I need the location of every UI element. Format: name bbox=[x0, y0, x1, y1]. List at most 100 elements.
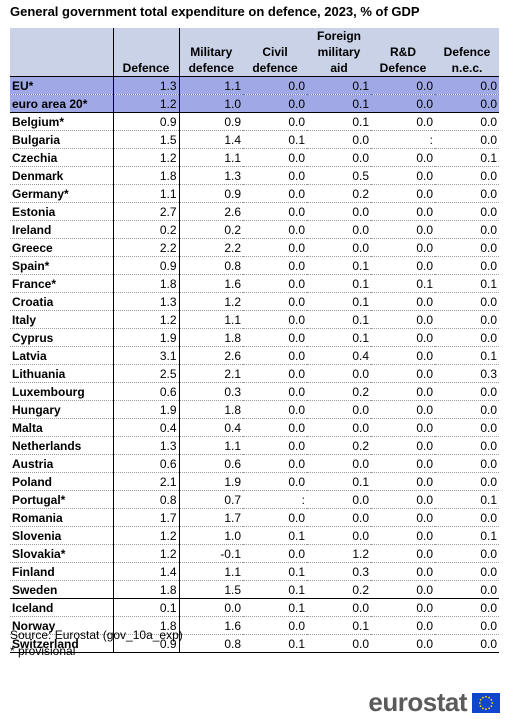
table-row: Estonia 2.7 2.6 0.0 0.0 0.0 0.0 bbox=[10, 202, 499, 221]
provisional-footnote: * provisional bbox=[10, 644, 76, 658]
table-row: Italy 1.2 1.1 0.0 0.1 0.0 0.0 bbox=[10, 310, 499, 329]
value-cell: 1.2 bbox=[113, 148, 180, 167]
country-label: Croatia bbox=[10, 292, 114, 311]
table-row: Slovenia 1.2 1.0 0.1 0.0 0.0 0.1 bbox=[10, 526, 499, 545]
value-cell: 0.0 bbox=[307, 400, 371, 419]
value-cell: 0.0 bbox=[243, 220, 307, 239]
table-row: euro area 20* 1.2 1.0 0.0 0.1 0.0 0.0 bbox=[10, 94, 499, 113]
column-header: Military defence bbox=[179, 28, 243, 77]
country-label: Portugal* bbox=[10, 490, 114, 509]
country-label: France* bbox=[10, 274, 114, 293]
value-cell: 0.0 bbox=[307, 508, 371, 527]
table-row: Croatia 1.3 1.2 0.0 0.1 0.0 0.0 bbox=[10, 292, 499, 311]
value-cell: 0.0 bbox=[435, 220, 499, 239]
value-cell: 0.8 bbox=[179, 256, 243, 275]
country-label: Germany* bbox=[10, 184, 114, 203]
value-cell: 1.7 bbox=[113, 508, 180, 527]
value-cell: 1.9 bbox=[179, 472, 243, 491]
table-row: Poland 2.1 1.9 0.0 0.1 0.0 0.0 bbox=[10, 472, 499, 491]
value-cell: 1.3 bbox=[113, 292, 180, 311]
country-label: Romania bbox=[10, 508, 114, 527]
table-row: Belgium* 0.9 0.9 0.0 0.1 0.0 0.0 bbox=[10, 112, 499, 131]
value-cell: 0.0 bbox=[371, 454, 435, 473]
value-cell: 0.0 bbox=[243, 346, 307, 365]
column-header-line: military bbox=[317, 45, 361, 59]
value-cell: 1.1 bbox=[179, 310, 243, 329]
table-row: Sweden 1.8 1.5 0.1 0.2 0.0 0.0 bbox=[10, 580, 499, 599]
value-cell: 0.0 bbox=[243, 292, 307, 311]
value-cell: 1.9 bbox=[113, 328, 180, 347]
table-row: France* 1.8 1.6 0.0 0.1 0.1 0.1 bbox=[10, 274, 499, 293]
table-row: Cyprus 1.9 1.8 0.0 0.1 0.0 0.0 bbox=[10, 328, 499, 347]
value-cell: 1.5 bbox=[113, 130, 180, 149]
value-cell: 0.6 bbox=[113, 454, 180, 473]
header-row: Defence Military defence Civil defence F… bbox=[10, 28, 499, 77]
value-cell: 0.0 bbox=[243, 76, 307, 95]
value-cell: 0.0 bbox=[371, 400, 435, 419]
value-cell: 1.0 bbox=[179, 94, 243, 113]
value-cell: 0.0 bbox=[371, 184, 435, 203]
country-label: Switzerland bbox=[10, 634, 114, 653]
column-header: Defence bbox=[113, 28, 180, 77]
value-cell: 1.1 bbox=[179, 436, 243, 455]
country-label: Norway bbox=[10, 616, 114, 635]
country-label: Poland bbox=[10, 472, 114, 491]
value-cell: 0.0 bbox=[307, 148, 371, 167]
value-cell: 0.1 bbox=[307, 616, 371, 635]
table-title: General government total expenditure on … bbox=[10, 4, 420, 19]
value-cell: 2.2 bbox=[179, 238, 243, 257]
table-row: Bulgaria 1.5 1.4 0.1 0.0:0.0 bbox=[10, 130, 499, 149]
value-cell: 0.0 bbox=[371, 202, 435, 221]
table-row: Lithuania 2.5 2.1 0.0 0.0 0.0 0.3 bbox=[10, 364, 499, 383]
value-cell: 0.1 bbox=[113, 598, 180, 617]
value-cell: 1.8 bbox=[113, 274, 180, 293]
value-cell: 0.0 bbox=[435, 202, 499, 221]
notes: Source: Eurostat (gov_10a_exp) * provisi… bbox=[10, 627, 183, 659]
value-cell: 0.1 bbox=[307, 310, 371, 329]
country-label: Lithuania bbox=[10, 364, 114, 383]
flag-star bbox=[488, 706, 490, 709]
value-cell: 0.1 bbox=[307, 112, 371, 131]
value-cell: 0.0 bbox=[371, 544, 435, 563]
value-cell: 0.0 bbox=[371, 490, 435, 509]
value-cell: 0.0 bbox=[435, 508, 499, 527]
value-cell: 0.1 bbox=[243, 580, 307, 599]
value-cell: : bbox=[371, 130, 435, 149]
value-cell: 0.2 bbox=[113, 220, 180, 239]
flag-star bbox=[479, 704, 482, 707]
value-cell: 0.1 bbox=[435, 274, 499, 293]
value-cell: 0.0 bbox=[243, 508, 307, 527]
table-row: Luxembourg 0.6 0.3 0.0 0.2 0.0 0.0 bbox=[10, 382, 499, 401]
value-cell: 0.0 bbox=[371, 220, 435, 239]
value-cell: 0.0 bbox=[435, 544, 499, 563]
value-cell: 1.3 bbox=[113, 436, 180, 455]
flag-star bbox=[482, 706, 484, 709]
flag-star bbox=[488, 696, 490, 699]
value-cell: 0.0 bbox=[435, 454, 499, 473]
value-cell: 0.0 bbox=[307, 364, 371, 383]
value-cell: 0.0 bbox=[435, 238, 499, 257]
value-cell: 0.0 bbox=[435, 328, 499, 347]
column-header-line: Military bbox=[190, 45, 233, 59]
value-cell: 0.5 bbox=[307, 166, 371, 185]
value-cell: 0.0 bbox=[371, 166, 435, 185]
value-cell: 0.0 bbox=[435, 76, 499, 95]
value-cell: 0.3 bbox=[179, 382, 243, 401]
value-cell: 2.2 bbox=[113, 238, 180, 257]
value-cell: 0.9 bbox=[113, 112, 180, 131]
value-cell: 0.0 bbox=[243, 616, 307, 635]
table-row: Slovakia* 1.2 -0.1 0.0 1.2 0.0 0.0 bbox=[10, 544, 499, 563]
value-cell: 0.0 bbox=[243, 328, 307, 347]
column-header-line: R&D bbox=[390, 45, 416, 59]
value-cell: 0.0 bbox=[435, 562, 499, 581]
value-cell: 0.0 bbox=[371, 328, 435, 347]
value-cell: 0.0 bbox=[435, 166, 499, 185]
value-cell: 1.2 bbox=[113, 94, 180, 113]
value-cell: 0.0 bbox=[371, 436, 435, 455]
value-cell: 1.2 bbox=[307, 544, 371, 563]
value-cell: 2.6 bbox=[179, 346, 243, 365]
column-header: R&D Defence bbox=[371, 28, 435, 77]
country-label: Ireland bbox=[10, 220, 114, 239]
value-cell: 0.0 bbox=[435, 580, 499, 599]
value-cell: 0.0 bbox=[243, 94, 307, 113]
